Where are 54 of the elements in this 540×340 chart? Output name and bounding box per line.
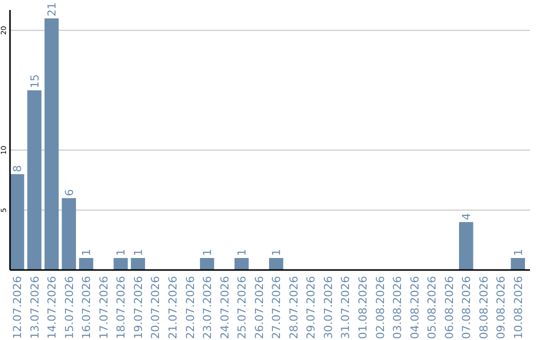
x-tick-label: 10.08.2026 xyxy=(512,276,525,339)
x-tick-label: 21.07.2026 xyxy=(166,276,180,339)
bar xyxy=(269,258,284,270)
data-label: 6 xyxy=(62,189,76,196)
bar xyxy=(114,258,128,270)
x-tick-label: 07.08.2026 xyxy=(460,276,474,339)
x-tick-label: 20.07.2026 xyxy=(149,276,162,339)
x-tick-label: 08.08.2026 xyxy=(477,276,490,339)
x-tick-label: 15.07.2026 xyxy=(62,276,76,339)
x-tick-label: 31.07.2026 xyxy=(339,276,352,339)
x-tick-label: 24.07.2026 xyxy=(218,276,232,339)
x-tick-label: 03.08.2026 xyxy=(391,276,404,339)
bar xyxy=(130,258,146,270)
x-tick-label: 28.07.2026 xyxy=(287,276,300,339)
data-label: 21 xyxy=(46,2,59,16)
bar xyxy=(200,258,214,270)
bar xyxy=(27,90,42,270)
x-tick-label: 27.07.2026 xyxy=(270,276,284,339)
data-label: 8 xyxy=(11,165,24,172)
x-tick-label: 02.08.2026 xyxy=(374,276,387,339)
data-label: 1 xyxy=(201,249,214,256)
bar xyxy=(10,174,24,270)
x-tick-label: 05.08.2026 xyxy=(426,276,439,339)
data-label: 1 xyxy=(80,249,94,256)
x-tick-label: 23.07.2026 xyxy=(201,276,214,339)
x-tick-label: 30.07.2026 xyxy=(322,276,335,339)
data-label: 1 xyxy=(512,249,525,256)
x-tick-label: 17.07.2026 xyxy=(97,276,110,339)
x-tick-label: 12.07.2026 xyxy=(11,276,24,339)
x-tick-label: 06.08.2026 xyxy=(442,276,456,339)
bar xyxy=(79,258,94,270)
data-label: 15 xyxy=(28,74,42,88)
x-tick-label: 13.07.2026 xyxy=(28,276,42,339)
bar xyxy=(459,222,474,270)
x-tick-label: 16.07.2026 xyxy=(80,276,94,339)
x-tick-label: 29.07.2026 xyxy=(304,276,318,339)
data-label: 1 xyxy=(132,249,145,256)
bar xyxy=(44,18,59,270)
data-label: 1 xyxy=(270,249,284,256)
x-tick-label: 04.08.2026 xyxy=(408,276,422,339)
bar xyxy=(510,258,525,270)
x-tick-label: 09.08.2026 xyxy=(494,276,508,339)
x-tick-label: 14.07.2026 xyxy=(46,276,59,339)
x-tick-label: 01.08.2026 xyxy=(356,276,370,339)
data-label: 1 xyxy=(114,249,128,256)
x-tick-label: 18.07.2026 xyxy=(114,276,128,339)
bar xyxy=(62,198,76,270)
x-tick-label: 19.07.2026 xyxy=(132,276,145,339)
x-tick-label: 26.07.2026 xyxy=(252,276,266,339)
x-tick-label: 22.07.2026 xyxy=(184,276,197,339)
x-tick-label: 25.07.2026 xyxy=(236,276,249,339)
data-label: 4 xyxy=(460,213,474,220)
data-label: 1 xyxy=(236,249,249,256)
bar xyxy=(234,258,249,270)
